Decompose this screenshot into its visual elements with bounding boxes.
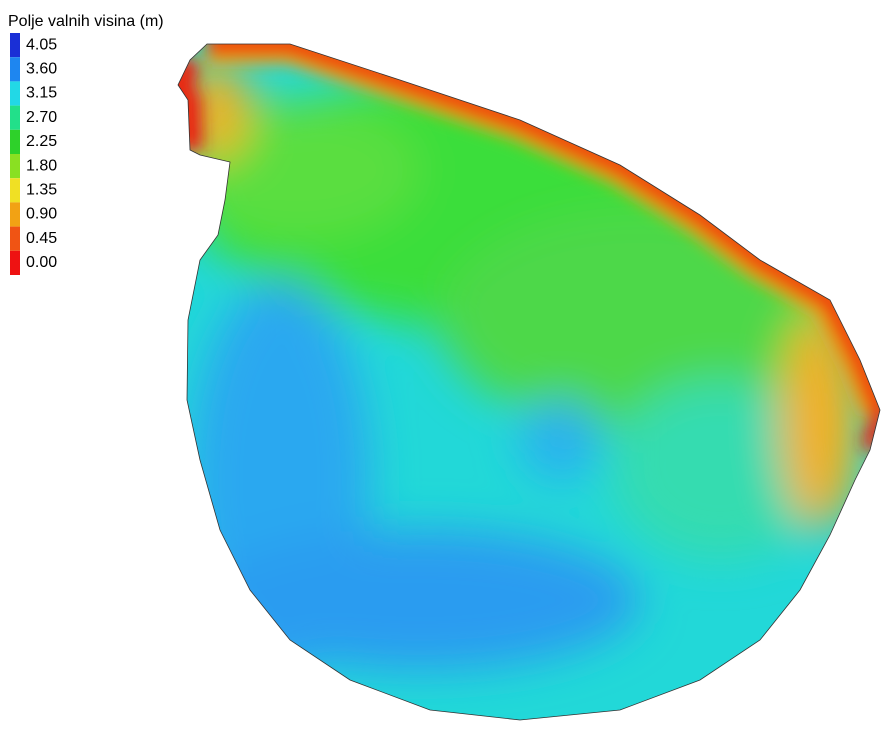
wave-field [178,44,880,720]
legend: 4.05 3.60 3.15 2.70 2.25 1.80 1.35 0.90 0.45 0.00 [10,33,57,275]
legend-label: 0.00 [26,254,57,271]
legend-label: 4.05 [26,36,57,53]
legend-swatch [10,202,20,227]
legend-swatch [10,81,20,106]
legend-swatch [10,129,20,154]
legend-label: 3.15 [26,85,57,102]
legend-label: 2.70 [26,109,57,126]
legend-label: 0.45 [26,230,57,247]
legend-label: 0.90 [26,206,57,223]
legend-swatch [10,57,20,82]
legend-title: Polje valnih visina (m) [8,13,164,30]
legend-label: 1.80 [26,157,57,174]
legend-swatch [10,250,20,275]
legend-swatch [10,178,20,203]
legend-label: 3.60 [26,61,57,78]
legend-swatch [10,154,20,179]
legend-label: 2.25 [26,133,57,150]
legend-swatch [10,33,20,58]
legend-swatch [10,105,20,130]
legend-swatch [10,226,20,251]
legend-label: 1.35 [26,182,57,199]
